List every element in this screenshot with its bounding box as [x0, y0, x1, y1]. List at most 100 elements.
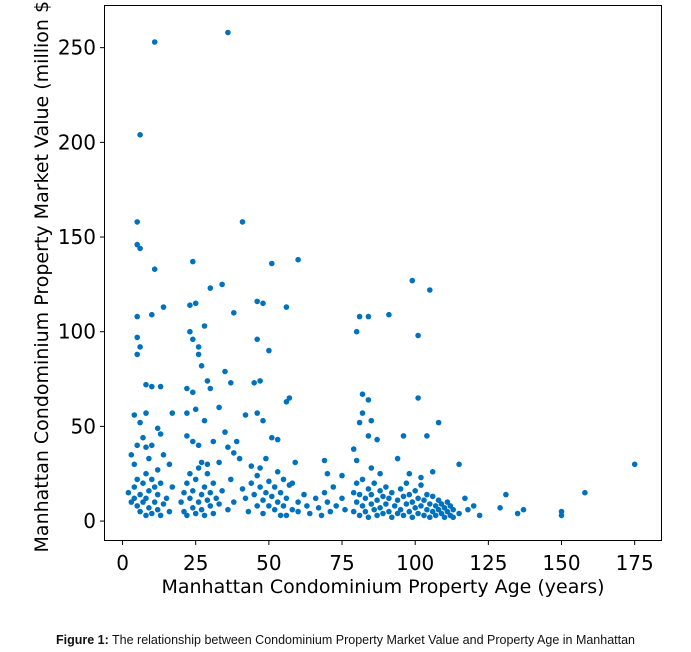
data-point-116 — [406, 470, 413, 477]
data-point-42 — [190, 336, 196, 343]
data-point-208 — [312, 495, 319, 502]
data-point-282 — [444, 499, 451, 505]
data-point-122 — [631, 461, 638, 468]
data-point-9 — [269, 260, 275, 267]
data-point-223 — [356, 491, 363, 498]
data-point-273 — [432, 503, 439, 509]
data-point-123 — [125, 489, 132, 496]
data-point-165 — [201, 484, 208, 490]
data-point-20 — [260, 300, 266, 307]
data-point-278 — [438, 501, 445, 507]
data-point-39 — [204, 378, 211, 384]
data-point-40 — [207, 385, 214, 392]
x-tick-label: 150 — [542, 551, 580, 575]
data-point-211 — [321, 489, 328, 496]
data-point-125 — [131, 495, 138, 502]
data-point-255 — [406, 508, 413, 515]
data-point-102 — [236, 455, 243, 462]
data-point-68 — [157, 431, 164, 437]
data-point-56 — [359, 410, 366, 416]
data-point-160 — [192, 476, 199, 483]
data-point-2 — [137, 132, 143, 138]
figure-caption-label: Figure 1: — [55, 633, 109, 647]
data-point-238 — [380, 510, 386, 517]
data-point-129 — [137, 508, 143, 515]
data-point-158 — [190, 488, 196, 494]
data-point-53 — [359, 391, 366, 398]
data-point-16 — [207, 285, 214, 291]
data-point-219 — [350, 508, 357, 515]
data-point-133 — [143, 512, 149, 519]
data-point-86 — [140, 434, 146, 441]
data-point-80 — [274, 436, 281, 443]
data-point-296 — [558, 512, 565, 519]
data-point-90 — [154, 467, 161, 473]
data-point-173 — [213, 495, 219, 502]
data-point-55 — [415, 395, 421, 401]
y-tick-label: 200 — [58, 130, 96, 154]
data-point-19 — [254, 298, 260, 305]
data-point-250 — [397, 506, 404, 513]
data-point-154 — [184, 512, 190, 519]
data-point-188 — [260, 510, 266, 517]
data-point-214 — [330, 484, 337, 490]
data-point-71 — [192, 406, 199, 413]
data-point-201 — [286, 482, 293, 488]
data-point-287 — [456, 510, 462, 517]
data-point-168 — [204, 470, 211, 477]
data-point-242 — [386, 508, 392, 515]
data-point-277 — [438, 510, 445, 517]
data-point-79 — [269, 434, 275, 441]
data-point-268 — [424, 491, 430, 498]
data-point-293 — [514, 510, 521, 517]
data-point-34 — [157, 383, 164, 390]
data-point-52 — [283, 399, 290, 405]
data-point-215 — [333, 503, 340, 509]
data-point-72 — [201, 417, 208, 424]
y-tick-label: 0 — [83, 509, 96, 533]
x-tick-label: 125 — [469, 551, 507, 575]
data-point-263 — [418, 503, 424, 509]
data-point-187 — [260, 497, 266, 504]
data-point-54 — [365, 397, 372, 403]
data-point-207 — [307, 510, 313, 517]
data-point-13 — [149, 311, 155, 318]
data-point-236 — [377, 488, 383, 494]
data-point-262 — [415, 495, 421, 502]
data-point-21 — [283, 304, 290, 310]
data-point-26 — [386, 311, 392, 318]
data-point-289 — [465, 506, 471, 513]
data-point-271 — [429, 508, 436, 515]
data-point-235 — [374, 497, 380, 504]
data-point-246 — [391, 503, 398, 509]
data-point-182 — [248, 480, 255, 487]
figure-caption: Figure 1: The relationship between Condo… — [0, 633, 691, 647]
data-point-65 — [137, 419, 143, 426]
data-point-251 — [400, 493, 407, 500]
data-point-110 — [339, 472, 345, 479]
data-point-176 — [225, 506, 231, 513]
data-point-229 — [365, 514, 372, 521]
data-point-247 — [394, 510, 401, 517]
data-point-103 — [248, 463, 255, 469]
data-point-49 — [257, 378, 263, 384]
data-point-37 — [198, 363, 205, 369]
data-point-118 — [429, 469, 436, 475]
data-point-243 — [386, 495, 392, 502]
data-point-105 — [263, 455, 269, 462]
data-point-152 — [181, 508, 187, 515]
data-point-58 — [356, 419, 363, 426]
data-point-231 — [368, 491, 375, 498]
data-point-44 — [195, 344, 202, 350]
data-point-138 — [149, 510, 155, 517]
y-tick-label: 250 — [58, 36, 96, 60]
data-point-253 — [403, 501, 410, 507]
data-point-60 — [374, 436, 380, 443]
data-point-206 — [304, 503, 310, 509]
data-point-139 — [149, 476, 155, 483]
data-point-252 — [400, 512, 407, 519]
data-point-101 — [231, 450, 237, 456]
data-point-171 — [210, 480, 217, 487]
data-point-281 — [444, 508, 451, 515]
data-point-15 — [192, 300, 199, 307]
